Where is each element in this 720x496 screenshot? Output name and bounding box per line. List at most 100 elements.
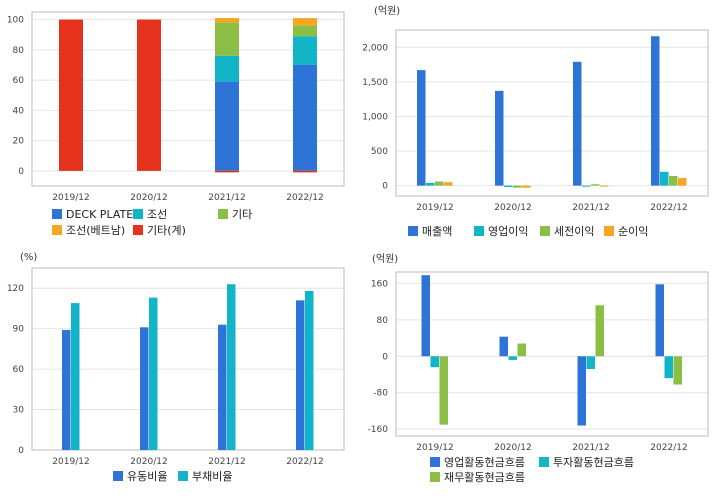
bar [305, 290, 314, 450]
legend-item: DECK PLATE [52, 208, 133, 221]
bar [595, 305, 604, 357]
y-tick-label: 2,000 [362, 43, 388, 53]
x-tick-label: 2019/12 [416, 443, 453, 453]
bar [149, 297, 158, 450]
plot-frame [31, 267, 345, 451]
legend-item: 영업이익 [474, 225, 528, 238]
legend-item: 영업활동현금흐름 [430, 455, 525, 469]
legend-item: 매출액 [408, 225, 452, 238]
x-tick-label: 2021/12 [572, 443, 609, 453]
x-tick-label: 2019/12 [52, 457, 89, 467]
bar [296, 300, 305, 450]
bar [517, 343, 526, 357]
unit-label: (%) [20, 252, 37, 263]
legend-swatch [539, 457, 549, 467]
x-tick-label: 2020/12 [494, 203, 531, 213]
bar [669, 175, 678, 186]
plot-frame [395, 271, 709, 437]
chart-1: 0 20 40 60 80 100 2019/12 2020/12 2021/12 2022/12… [7, 11, 345, 237]
legend-label: 기타(계) [147, 224, 186, 237]
bar [582, 185, 591, 187]
unit-label: (억원) [374, 5, 400, 17]
y-tick-label: 80 [377, 316, 389, 326]
bar [218, 324, 227, 450]
bar [215, 22, 239, 56]
x-tick-label: 2022/12 [650, 443, 687, 453]
bar [504, 185, 513, 188]
legend-label: 투자활동현금흐름 [553, 455, 634, 469]
bar [417, 70, 426, 186]
y-tick-label: 20 [13, 137, 25, 147]
x-tick-label: 2021/12 [208, 457, 245, 467]
bar [651, 36, 660, 186]
y-tick-label: 60 [13, 76, 25, 86]
bar [513, 185, 522, 188]
x-tick-label: 2020/12 [130, 193, 167, 203]
legend-label: 재무활동현금흐름 [444, 470, 525, 484]
legend-label: 영업활동현금흐름 [444, 455, 525, 469]
bar [430, 356, 439, 368]
y-tick-label: 160 [371, 279, 388, 289]
legend-label: 조선 [147, 208, 167, 221]
bar [577, 356, 586, 426]
y-tick-label: 1,500 [362, 78, 388, 88]
bar [660, 171, 669, 186]
x-tick-label: 2022/12 [286, 457, 323, 467]
x-tick-label: 2019/12 [52, 193, 89, 203]
legend-label: 부채비율 [192, 470, 232, 483]
legend-item: 재무활동현금흐름 [430, 470, 525, 484]
legend-swatch [474, 226, 484, 236]
legend-swatch [113, 471, 123, 481]
legend-swatch [218, 209, 228, 219]
bar [293, 170, 317, 173]
y-tick-label: 100 [7, 16, 24, 26]
legend-item: 투자활동현금흐름 [539, 455, 634, 469]
legend-label: 조선(베트남) [66, 224, 125, 237]
legend-swatch [178, 471, 188, 481]
y-tick-label: -80 [373, 389, 388, 399]
x-tick-label: 2022/12 [650, 203, 687, 213]
y-tick-label: 80 [13, 46, 25, 56]
bar [293, 64, 317, 171]
y-tick-label: 120 [7, 284, 24, 294]
bar [59, 19, 83, 171]
x-tick-label: 2020/12 [130, 457, 167, 467]
bar [591, 184, 600, 186]
bar [435, 181, 444, 186]
bar [421, 275, 430, 357]
chart-3: 0 30 60 90 120 2019/12 2020/12 2021/12 2022/12 (%… [7, 252, 345, 483]
bar [573, 61, 582, 186]
y-tick-label: 0 [18, 446, 24, 456]
legend-item: 조선 [133, 208, 167, 221]
bar [137, 19, 161, 171]
plot-frame [395, 29, 709, 197]
y-tick-label: 0 [382, 182, 388, 192]
bar [215, 81, 239, 171]
legend-item: 부채비율 [178, 470, 232, 483]
legend-item: 순이익 [604, 225, 648, 238]
unit-label: (억원) [372, 253, 398, 265]
x-tick-label: 2019/12 [416, 203, 453, 213]
bar [664, 356, 673, 379]
y-tick-label: 1,000 [362, 112, 388, 122]
legend-swatch [604, 226, 614, 236]
plot-frame [31, 11, 345, 187]
bar [522, 185, 531, 188]
legend-item: 기타 [218, 208, 252, 221]
x-tick-label: 2021/12 [572, 203, 609, 213]
legend-label: 매출액 [422, 225, 452, 238]
bar [227, 284, 236, 450]
y-tick-label: 40 [13, 106, 25, 116]
bar [655, 284, 664, 357]
bar [673, 356, 682, 385]
bar [215, 170, 239, 173]
bar [508, 356, 517, 360]
legend-swatch [430, 472, 440, 482]
legend-label: 순이익 [618, 225, 648, 238]
legend-swatch [52, 209, 62, 219]
x-tick-label: 2022/12 [286, 193, 323, 203]
legend-swatch [52, 225, 62, 235]
legend-item: 유동비율 [113, 470, 167, 483]
bar [293, 18, 317, 26]
